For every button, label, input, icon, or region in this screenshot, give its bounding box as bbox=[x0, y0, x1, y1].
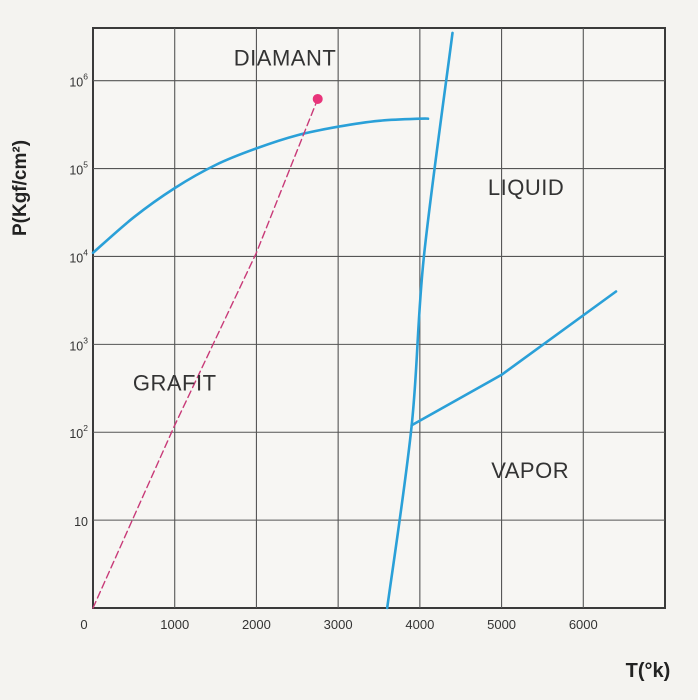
series-line-3 bbox=[410, 290, 618, 427]
y-tick-label: 106 bbox=[69, 72, 88, 90]
tick-labels: 0 1000 2000 3000 4000 5000 6000 10 102 103 104 105 1… bbox=[69, 72, 597, 632]
series-layer bbox=[91, 31, 618, 610]
series-line-2 bbox=[385, 31, 454, 610]
region-label-vapor: VAPOR bbox=[491, 458, 569, 483]
x-tick-label: 1000 bbox=[160, 617, 189, 632]
region-labels: DIAMANT LIQUID GRAFIT VAPOR bbox=[133, 45, 569, 483]
y-tick-label: 102 bbox=[69, 423, 88, 441]
y-tick-label: 103 bbox=[69, 335, 88, 353]
plot-frame bbox=[92, 27, 666, 609]
x-axis-title: T(°k) bbox=[626, 660, 671, 682]
y-axis-title: P(Kgf/cm²) bbox=[10, 140, 31, 236]
y-tick-label: 105 bbox=[69, 160, 88, 178]
region-label-diamant: DIAMANT bbox=[234, 45, 337, 70]
x-tick-label: 6000 bbox=[569, 617, 598, 632]
x-tick-label: 3000 bbox=[324, 617, 353, 632]
series-line-4 bbox=[92, 98, 319, 609]
region-label-grafit: GRAFIT bbox=[133, 370, 217, 395]
series-line-1 bbox=[91, 117, 430, 255]
x-tick-label: 5000 bbox=[487, 617, 516, 632]
y-tick-label: 104 bbox=[69, 247, 88, 265]
y-tick-label: 10 bbox=[74, 515, 88, 529]
marker-point bbox=[312, 93, 323, 104]
x-tick-label: 4000 bbox=[405, 617, 434, 632]
region-label-liquid: LIQUID bbox=[488, 175, 564, 200]
gridlines bbox=[93, 28, 665, 608]
x-tick-label: 2000 bbox=[242, 617, 271, 632]
x-tick-label: 0 bbox=[80, 617, 87, 632]
